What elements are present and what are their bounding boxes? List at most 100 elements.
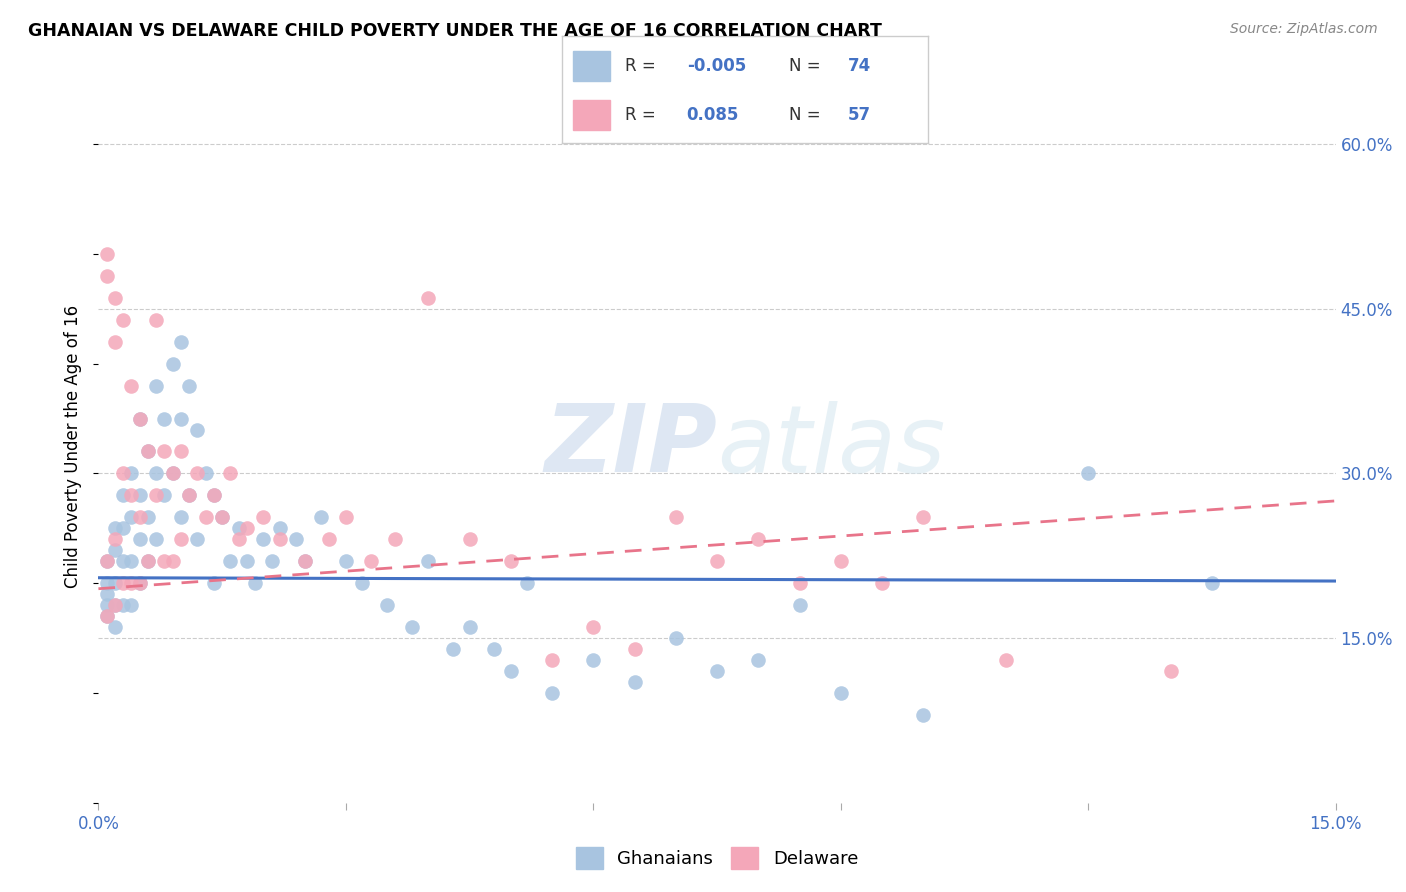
Point — [120, 510, 142, 524]
Point — [104, 521, 127, 535]
Point — [112, 521, 135, 535]
Point — [516, 576, 538, 591]
Point — [153, 411, 176, 425]
Point — [128, 533, 150, 547]
Point — [104, 598, 127, 612]
Point — [912, 708, 935, 723]
Point — [136, 444, 159, 458]
Point — [294, 554, 316, 568]
Point — [401, 620, 423, 634]
Point — [120, 554, 142, 568]
Point — [120, 598, 142, 612]
Point — [541, 686, 564, 700]
Point — [202, 488, 225, 502]
Point — [360, 554, 382, 568]
Point — [153, 444, 176, 458]
Point — [252, 533, 274, 547]
Point — [96, 609, 118, 624]
Point — [112, 576, 135, 591]
Point — [136, 510, 159, 524]
Point — [96, 576, 118, 591]
Point — [162, 357, 184, 371]
Point — [309, 510, 332, 524]
Point — [335, 510, 357, 524]
Point — [458, 620, 481, 634]
Point — [269, 521, 291, 535]
Point — [228, 533, 250, 547]
Point — [186, 423, 208, 437]
Point — [870, 576, 893, 591]
Point — [153, 488, 176, 502]
Point — [1201, 576, 1223, 591]
Point — [285, 533, 308, 547]
Point — [96, 609, 118, 624]
Point — [104, 334, 127, 349]
Point — [170, 334, 193, 349]
Point — [747, 533, 769, 547]
Point — [236, 521, 259, 535]
Text: Source: ZipAtlas.com: Source: ZipAtlas.com — [1230, 22, 1378, 37]
Point — [179, 488, 201, 502]
Y-axis label: Child Poverty Under the Age of 16: Child Poverty Under the Age of 16 — [65, 304, 83, 588]
Point — [120, 467, 142, 481]
Point — [789, 598, 811, 612]
Point — [128, 488, 150, 502]
Point — [1160, 664, 1182, 678]
Point — [269, 533, 291, 547]
Text: 57: 57 — [848, 106, 870, 124]
Point — [706, 554, 728, 568]
Point — [912, 510, 935, 524]
Point — [352, 576, 374, 591]
Point — [104, 576, 127, 591]
Point — [162, 554, 184, 568]
Bar — [574, 51, 610, 80]
Point — [202, 488, 225, 502]
Point — [211, 510, 233, 524]
Point — [441, 642, 464, 657]
Point — [211, 510, 233, 524]
Text: N =: N = — [789, 57, 821, 75]
Text: ZIP: ZIP — [544, 400, 717, 492]
Point — [228, 521, 250, 535]
Point — [418, 554, 440, 568]
Point — [112, 598, 135, 612]
Point — [145, 488, 167, 502]
Point — [120, 378, 142, 392]
Point — [186, 533, 208, 547]
Point — [112, 554, 135, 568]
Point — [252, 510, 274, 524]
Text: N =: N = — [789, 106, 821, 124]
Point — [484, 642, 506, 657]
Point — [335, 554, 357, 568]
Point — [665, 510, 688, 524]
Point — [145, 378, 167, 392]
Text: atlas: atlas — [717, 401, 945, 491]
Point — [994, 653, 1017, 667]
Point — [120, 488, 142, 502]
Point — [375, 598, 398, 612]
Point — [162, 467, 184, 481]
Point — [194, 510, 217, 524]
Point — [186, 467, 208, 481]
Text: R =: R = — [624, 57, 655, 75]
Point — [170, 510, 193, 524]
Point — [830, 686, 852, 700]
Point — [145, 533, 167, 547]
Point — [96, 554, 118, 568]
Point — [112, 488, 135, 502]
Text: 0.085: 0.085 — [686, 106, 740, 124]
Point — [499, 664, 522, 678]
Point — [112, 312, 135, 326]
Point — [96, 598, 118, 612]
Point — [260, 554, 283, 568]
Point — [541, 653, 564, 667]
Point — [136, 444, 159, 458]
Point — [170, 444, 193, 458]
Text: R =: R = — [624, 106, 655, 124]
Point — [706, 664, 728, 678]
Point — [96, 247, 118, 261]
Point — [294, 554, 316, 568]
Bar — [574, 100, 610, 130]
Point — [202, 576, 225, 591]
Point — [219, 554, 242, 568]
